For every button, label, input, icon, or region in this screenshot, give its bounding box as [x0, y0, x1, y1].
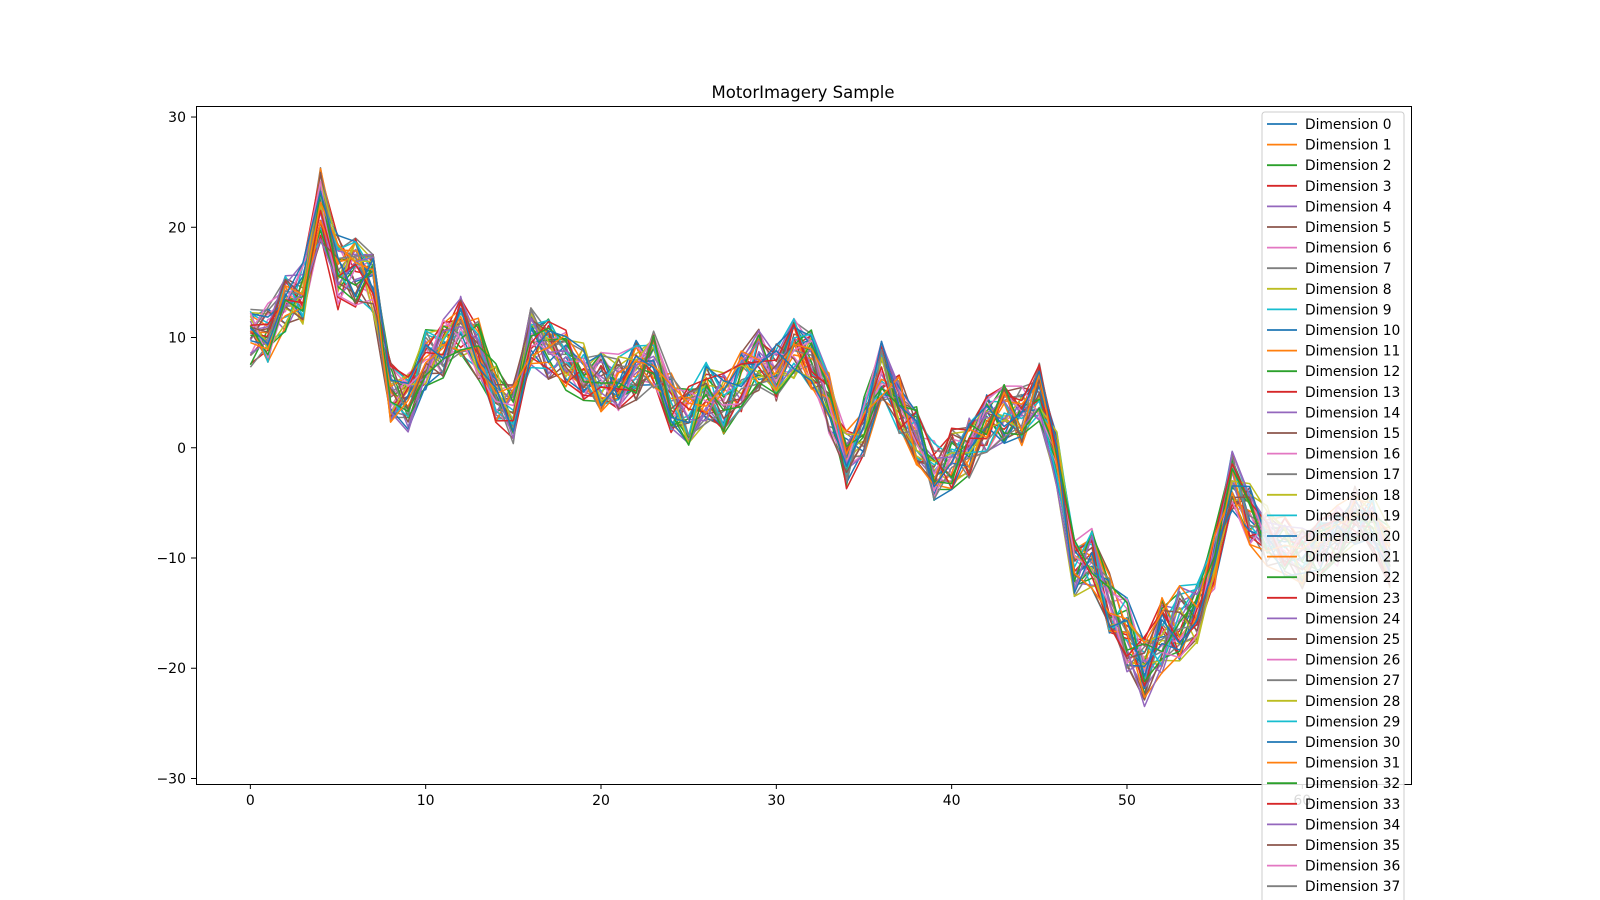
- x-axis: 0102030405060: [246, 784, 1311, 809]
- legend-label: Dimension 33: [1305, 797, 1400, 813]
- legend-label: Dimension 18: [1305, 488, 1400, 504]
- axes-frame: [196, 106, 1412, 785]
- x-tick-label: 10: [417, 793, 435, 809]
- series-line-29: [250, 226, 1391, 654]
- series-line-27: [249, 219, 1391, 665]
- series-line-24: [249, 210, 1391, 690]
- series-line-14: [250, 211, 1391, 674]
- y-tick-label: 10: [168, 331, 186, 347]
- series-line-33: [249, 172, 1391, 647]
- chart-title: MotorImagery Sample: [711, 83, 894, 102]
- legend-label: Dimension 21: [1305, 550, 1400, 566]
- series-line-35: [249, 199, 1391, 658]
- series-line-31: [249, 167, 1391, 668]
- legend-label: Dimension 34: [1305, 817, 1400, 833]
- legend-label: Dimension 0: [1305, 117, 1392, 133]
- y-tick-label: −20: [156, 661, 186, 677]
- legend-label: Dimension 24: [1305, 611, 1400, 627]
- legend-label: Dimension 5: [1305, 220, 1392, 236]
- series-lines: [249, 167, 1391, 708]
- legend-label: Dimension 35: [1305, 838, 1400, 854]
- series-line-0: [249, 190, 1391, 677]
- series-line-1: [250, 201, 1391, 644]
- series-line-18: [249, 203, 1391, 666]
- series-line-6: [249, 180, 1391, 665]
- series-line-22: [250, 194, 1391, 665]
- legend-label: Dimension 25: [1305, 632, 1400, 648]
- series-line-17: [249, 172, 1391, 662]
- legend-label: Dimension 2: [1305, 158, 1392, 174]
- y-tick-label: 0: [177, 441, 186, 457]
- legend-label: Dimension 11: [1305, 344, 1400, 360]
- series-line-5: [250, 240, 1391, 660]
- legend-label: Dimension 29: [1305, 714, 1400, 730]
- legend-label: Dimension 13: [1305, 385, 1400, 401]
- series-line-21: [249, 184, 1391, 669]
- legend-label: Dimension 28: [1305, 694, 1400, 710]
- legend-label: Dimension 1: [1305, 138, 1392, 154]
- legend: Dimension 0 Dimension 1 Dimension 2 Dimensi…: [1261, 111, 1405, 900]
- series-line-9: [249, 192, 1391, 667]
- series-line-8: [249, 181, 1391, 645]
- y-tick-label: −30: [156, 771, 186, 787]
- series-line-23: [249, 234, 1391, 658]
- legend-label: Dimension 16: [1305, 447, 1400, 463]
- series-line-3: [250, 209, 1391, 658]
- legend-label: Dimension 15: [1305, 426, 1400, 442]
- y-tick-label: −10: [156, 551, 186, 567]
- legend-label: Dimension 12: [1305, 364, 1400, 380]
- x-tick-label: 50: [1118, 793, 1136, 809]
- legend-label: Dimension 9: [1305, 302, 1392, 318]
- series-line-34: [249, 191, 1391, 681]
- series-line-11: [250, 220, 1391, 699]
- series-line-30: [250, 199, 1391, 644]
- legend-label: Dimension 6: [1305, 241, 1392, 257]
- x-tick-label: 20: [592, 793, 610, 809]
- series-line-20: [250, 189, 1391, 690]
- legend-label: Dimension 7: [1305, 261, 1392, 277]
- series-line-16: [249, 191, 1391, 663]
- legend-label: Dimension 19: [1305, 508, 1400, 524]
- series-line-25: [249, 221, 1391, 698]
- legend-label: Dimension 23: [1305, 591, 1400, 607]
- legend-label: Dimension 26: [1305, 653, 1400, 669]
- series-line-10: [250, 201, 1391, 668]
- series-line-26: [249, 234, 1391, 672]
- series-line-7: [249, 185, 1391, 669]
- series-line-15: [250, 171, 1391, 701]
- legend-label: Dimension 8: [1305, 282, 1392, 298]
- series-line-4: [249, 238, 1391, 708]
- legend-label: Dimension 37: [1305, 879, 1400, 895]
- legend-label: Dimension 3: [1305, 179, 1392, 195]
- legend-label: Dimension 14: [1305, 405, 1400, 421]
- series-line-12: [249, 229, 1391, 683]
- y-tick-label: 20: [168, 220, 186, 236]
- legend-label: Dimension 20: [1305, 529, 1400, 545]
- y-axis: −30 −20 −10 0 10 20 30: [156, 110, 196, 787]
- x-tick-label: 30: [767, 793, 785, 809]
- series-line-37: [250, 167, 1391, 701]
- series-line-2: [249, 190, 1391, 653]
- legend-label: Dimension 22: [1305, 570, 1400, 586]
- x-tick-label: 40: [943, 793, 961, 809]
- x-tick-label: 0: [246, 793, 255, 809]
- legend-label: Dimension 32: [1305, 776, 1400, 792]
- legend-label: Dimension 10: [1305, 323, 1400, 339]
- series-line-28: [250, 221, 1391, 669]
- y-tick-label: 30: [168, 110, 186, 126]
- legend-label: Dimension 30: [1305, 735, 1400, 751]
- legend-label: Dimension 17: [1305, 467, 1400, 483]
- legend-label: Dimension 4: [1305, 199, 1392, 215]
- legend-box: [1261, 111, 1405, 900]
- series-line-36: [249, 227, 1391, 685]
- legend-label: Dimension 31: [1305, 756, 1400, 772]
- series-line-32: [249, 205, 1391, 696]
- series-line-13: [250, 219, 1391, 687]
- legend-label: Dimension 36: [1305, 859, 1400, 875]
- legend-label: Dimension 27: [1305, 673, 1400, 689]
- series-line-19: [249, 240, 1391, 679]
